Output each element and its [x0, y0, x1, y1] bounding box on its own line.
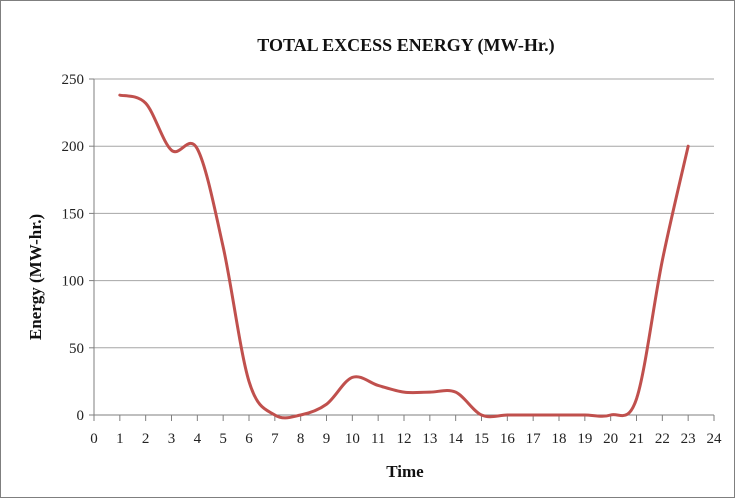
x-tick-label: 16 — [500, 431, 516, 447]
chart-title: TOTAL EXCESS ENERGY (MW-Hr.) — [257, 35, 554, 56]
x-tick-label: 18 — [552, 431, 567, 447]
x-tick-label: 11 — [371, 431, 385, 447]
y-tick-label: 100 — [62, 274, 85, 290]
y-tick-label: 200 — [62, 139, 85, 155]
x-tick-label: 12 — [397, 431, 412, 447]
y-axis-title: Energy (MW-hr.) — [26, 214, 45, 340]
x-tick-label: 5 — [219, 431, 227, 447]
x-tick-label: 8 — [297, 431, 305, 447]
y-tick-label: 50 — [69, 341, 84, 357]
x-tick-label: 13 — [422, 431, 437, 447]
axes — [94, 79, 714, 415]
y-axis-ticks: 0 50 100 150 200 250 — [62, 72, 95, 424]
y-tick-label: 150 — [62, 206, 85, 222]
x-tick-label: 2 — [142, 431, 150, 447]
x-axis-title: Time — [386, 462, 424, 481]
x-tick-label: 23 — [681, 431, 696, 447]
x-tick-label: 6 — [245, 431, 253, 447]
y-tick-label: 250 — [62, 72, 85, 88]
x-tick-label: 0 — [90, 431, 98, 447]
x-tick-label: 17 — [526, 431, 542, 447]
x-tick-label: 9 — [323, 431, 331, 447]
y-tick-label: 0 — [77, 408, 85, 424]
x-tick-label: 19 — [577, 431, 592, 447]
x-tick-label: 21 — [629, 431, 644, 447]
series-layer — [120, 95, 688, 418]
x-tick-label: 15 — [474, 431, 489, 447]
x-tick-label: 14 — [448, 431, 464, 447]
x-tick-label: 22 — [655, 431, 670, 447]
x-tick-label: 4 — [194, 431, 202, 447]
gridlines — [94, 79, 714, 348]
x-tick-label: 7 — [271, 431, 279, 447]
x-tick-label: 3 — [168, 431, 176, 447]
x-tick-label: 24 — [707, 431, 723, 447]
x-tick-label: 1 — [116, 431, 124, 447]
x-tick-label: 20 — [603, 431, 618, 447]
series-line — [120, 95, 688, 418]
x-tick-label: 10 — [345, 431, 360, 447]
